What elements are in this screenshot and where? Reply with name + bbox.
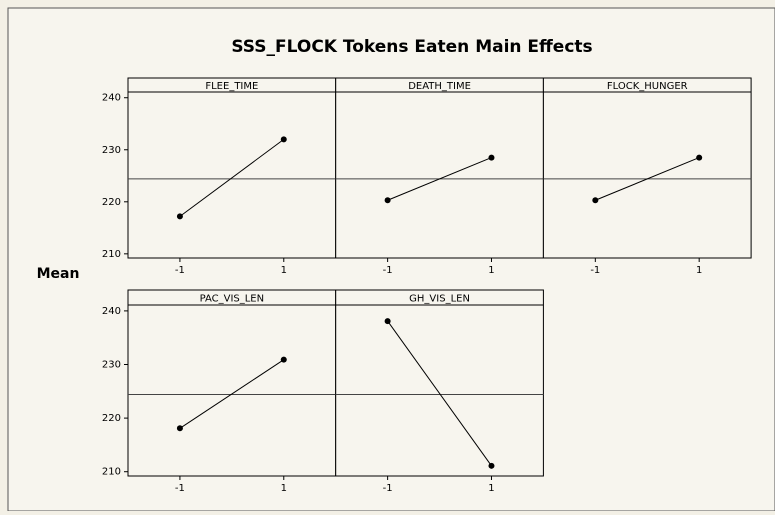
panel: [335, 77, 544, 259]
y-tick-label: 240: [102, 306, 121, 317]
x-tick-label: -1: [175, 483, 185, 494]
y-axis-label: Mean: [37, 266, 80, 282]
panel-title: FLEE_TIME: [205, 81, 258, 92]
effect-line: [387, 157, 492, 201]
chart-title: SSS_FLOCK Tokens Eaten Main Effects: [231, 37, 592, 57]
panel-title: DEATH_TIME: [408, 81, 471, 92]
x-tick-label: 1: [488, 265, 494, 276]
x-tick-label: 1: [281, 265, 287, 276]
effect-line: [179, 138, 285, 217]
x-tick-label: 1: [696, 265, 702, 276]
y-tick-label: 230: [102, 145, 121, 156]
effect-line: [595, 157, 700, 201]
y-tick-label: 240: [102, 93, 121, 104]
y-tick-label: 230: [102, 360, 121, 371]
effect-line: [179, 359, 285, 429]
panel-title: PAC_VIS_LEN: [200, 294, 265, 305]
point: [384, 318, 391, 325]
y-tick-label: 210: [102, 249, 121, 260]
panel-title: FLOCK_HUNGER: [607, 81, 688, 92]
effect-line: [387, 320, 492, 467]
point: [176, 425, 183, 432]
y-tick-label: 220: [102, 413, 121, 424]
x-tick-label: -1: [175, 265, 185, 276]
point: [488, 154, 495, 161]
panel: [127, 77, 337, 259]
x-tick-label: -1: [383, 483, 393, 494]
x-tick-label: -1: [383, 265, 393, 276]
y-tick-label: 220: [102, 197, 121, 208]
point: [280, 136, 287, 143]
point: [696, 154, 703, 161]
panel: [542, 77, 752, 259]
panel-title: GH_VIS_LEN: [409, 294, 470, 305]
point: [280, 356, 287, 363]
x-tick-label: 1: [488, 483, 494, 494]
y-tick-label: 210: [102, 467, 121, 478]
point: [592, 197, 599, 204]
point: [384, 197, 391, 204]
panel: [335, 289, 544, 477]
x-tick-label: -1: [590, 265, 600, 276]
x-tick-label: 1: [281, 483, 287, 494]
panel: [127, 289, 337, 477]
point: [488, 462, 495, 469]
point: [176, 213, 183, 220]
